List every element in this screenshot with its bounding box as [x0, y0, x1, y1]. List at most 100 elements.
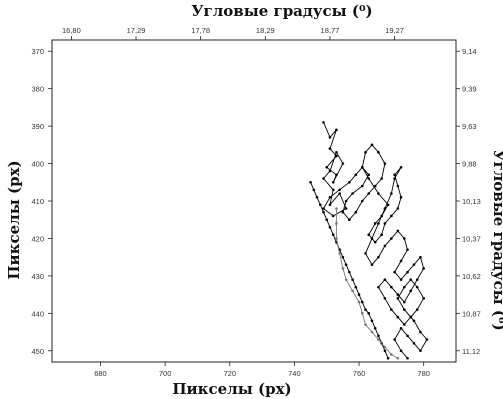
series-0-point-72 — [419, 255, 422, 259]
series-0-point-57 — [377, 222, 380, 225]
x2-tick-label-0: 16,80 — [62, 26, 81, 35]
series-0-point-0 — [322, 121, 325, 124]
x-axis-title: Пикселы (px) — [172, 380, 291, 398]
x-tick-label-4: 760 — [353, 369, 366, 378]
series-2-point-13 — [390, 353, 393, 356]
y-tick-label-2: 390 — [31, 122, 44, 131]
series-0-point-91 — [396, 297, 400, 300]
series-0-point-19 — [338, 188, 341, 192]
series-0-point-66 — [406, 248, 409, 251]
series-1-point-16 — [360, 300, 364, 304]
series-2-point-2 — [335, 237, 338, 240]
series-0-point-18 — [328, 195, 332, 199]
series-1-point-21 — [377, 334, 380, 338]
series-2-point-14 — [396, 356, 400, 360]
series-2-point-10 — [370, 330, 374, 334]
series-0-point-94 — [419, 330, 422, 334]
series-0-point-89 — [409, 278, 413, 281]
series-0-point-2 — [335, 128, 338, 132]
series-0-point-40 — [377, 192, 380, 195]
y-tick-label-1: 380 — [31, 85, 44, 94]
y2-tick-label-5: 10,37 — [462, 234, 481, 243]
series-0-point-23 — [367, 173, 371, 177]
series-0-point-62 — [383, 244, 387, 248]
series-1-point-13 — [351, 278, 354, 281]
series-0-point-56 — [383, 207, 387, 210]
series-0-point-65 — [402, 237, 406, 240]
series-1-point-3 — [318, 203, 322, 207]
series-0-point-16 — [331, 214, 335, 218]
series-0-point-39 — [367, 177, 371, 180]
y-tick-label-0: 370 — [31, 47, 44, 56]
series-1-point-18 — [367, 312, 371, 315]
series-0-point-71 — [412, 263, 416, 266]
series-0-point-41 — [386, 203, 390, 207]
series-0-point-46 — [380, 233, 383, 236]
series-1-point-17 — [364, 308, 367, 311]
series-2-point-12 — [383, 345, 387, 349]
series-0-point-99 — [399, 327, 403, 330]
y-tick-label-3: 400 — [31, 160, 44, 169]
series-0-point-52 — [393, 173, 396, 177]
series-0-point-61 — [377, 255, 380, 259]
series-0-point-27 — [341, 210, 345, 214]
series-1-point-1 — [312, 188, 316, 192]
series-0-point-50 — [399, 195, 403, 199]
series-1-point-12 — [348, 270, 351, 274]
series-0-point-26 — [344, 199, 348, 203]
plot-frame — [51, 39, 457, 363]
series-0-point-102 — [406, 356, 409, 360]
x-tick-label-0: 680 — [94, 369, 107, 378]
y-tick-label-7: 440 — [31, 309, 44, 318]
series-0-point-1 — [328, 136, 332, 139]
x2-axis-title: Угловые градусы (⁰) — [191, 2, 372, 20]
series-0-point-14 — [338, 192, 341, 195]
series-0-point-4 — [335, 154, 338, 158]
series-0-point-82 — [390, 308, 393, 311]
series-0-point-12 — [331, 188, 335, 192]
series-0-point-68 — [393, 270, 396, 274]
y-tick-label-4: 410 — [31, 197, 44, 206]
series-0-point-34 — [383, 162, 387, 165]
series-2-point-3 — [338, 252, 341, 255]
x2-tick-label-4: 18,77 — [321, 26, 340, 35]
series-0-point-9 — [335, 151, 338, 154]
series-0-point-54 — [393, 177, 396, 180]
series-2-point-0 — [335, 207, 338, 210]
series-0-point-87 — [422, 297, 425, 300]
series-0-point-48 — [390, 214, 393, 218]
series-0-point-74 — [415, 278, 419, 281]
series-0-point-6 — [335, 173, 338, 177]
series-0-point-88 — [415, 285, 419, 289]
series-1-point-14 — [354, 285, 358, 289]
series-1-point-11 — [344, 263, 348, 266]
series-0-point-80 — [377, 285, 380, 289]
series-0-point-28 — [348, 218, 351, 222]
series-0-point-96 — [419, 349, 422, 353]
series-0-point-47 — [383, 222, 387, 225]
y2-tick-label-1: 9,39 — [462, 85, 477, 94]
series-0-point-77 — [396, 293, 400, 296]
ticks: 680 700 720 740 760 780 370 380 390 400 410 420 430 4… — [31, 26, 480, 378]
y2-tick-label-4: 10,13 — [462, 197, 481, 206]
series-1-point-23 — [383, 349, 387, 353]
y-tick-label-8: 450 — [31, 347, 44, 356]
series-0-point-29 — [354, 210, 358, 214]
series-0-point-53 — [399, 166, 403, 169]
series-0-point-83 — [396, 315, 400, 319]
series-2-point-11 — [377, 338, 380, 341]
series-0-point-42 — [380, 214, 383, 218]
series-0-point-24 — [360, 184, 364, 188]
x2-tick-label-2: 17,78 — [191, 26, 210, 35]
y2-tick-label-2: 9,63 — [462, 122, 477, 131]
series-layer — [309, 121, 429, 360]
series-0-point-30 — [360, 199, 364, 203]
series-0-point-95 — [425, 338, 429, 341]
y2-tick-label-0: 9,14 — [462, 47, 477, 56]
y2-tick-label-7: 10,87 — [462, 309, 481, 318]
series-0-point-97 — [412, 341, 416, 345]
series-1-point-6 — [328, 225, 332, 229]
series-0-point-64 — [396, 229, 400, 233]
series-0-point-76 — [402, 300, 406, 304]
series-2-point-7 — [357, 300, 361, 304]
